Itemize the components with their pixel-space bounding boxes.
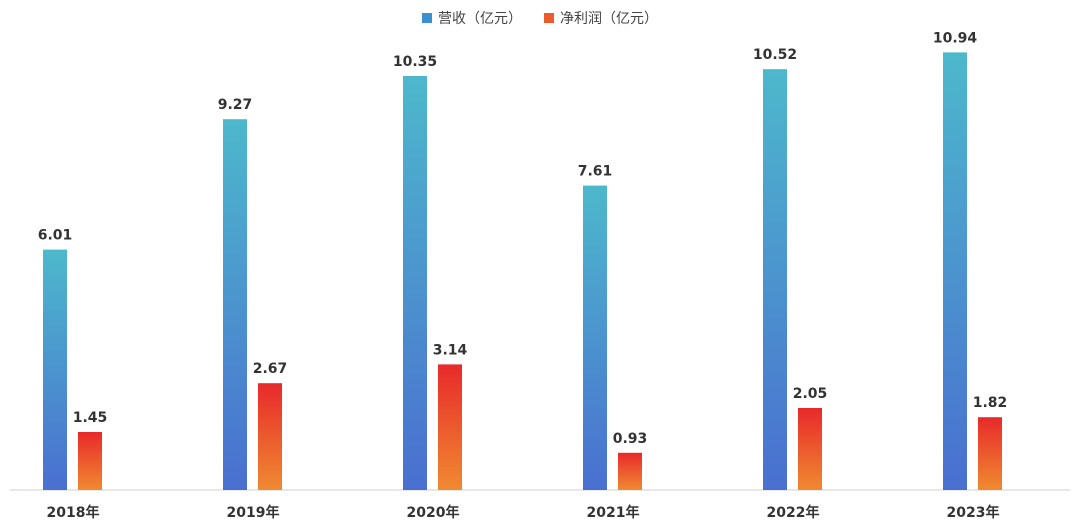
legend-item-revenue: 营收（亿元）: [422, 8, 522, 28]
x-tick-label-2022年: 2022年: [767, 504, 820, 521]
x-tick-label-2023年: 2023年: [947, 504, 1000, 521]
legend-swatch-revenue: [422, 13, 432, 23]
bar-revenue-2021年: [583, 185, 607, 490]
bar-revenue-2018年: [43, 249, 67, 490]
data-label-revenue-2019年: 9.27: [218, 97, 253, 113]
data-label-net-profit-2019年: 2.67: [253, 361, 288, 377]
x-tick-label-2019年: 2019年: [227, 504, 280, 521]
bar-revenue-2022年: [763, 69, 787, 490]
data-label-net-profit-2018年: 1.45: [73, 410, 108, 426]
data-label-net-profit-2020年: 3.14: [433, 342, 468, 358]
data-label-revenue-2020年: 10.35: [393, 54, 437, 70]
bar-revenue-2019年: [223, 119, 247, 490]
data-label-revenue-2018年: 6.01: [38, 228, 73, 244]
x-tick-label-2020年: 2020年: [407, 504, 460, 521]
data-label-revenue-2022年: 10.52: [753, 47, 797, 63]
legend-swatch-net-profit: [544, 13, 554, 23]
data-label-revenue-2023年: 10.94: [933, 30, 978, 46]
legend: 营收（亿元） 净利润（亿元）: [0, 8, 1080, 28]
data-label-net-profit-2022年: 2.05: [793, 386, 828, 402]
data-label-net-profit-2021年: 0.93: [613, 431, 648, 447]
data-label-revenue-2021年: 7.61: [578, 164, 613, 180]
bar-revenue-2020年: [403, 76, 427, 490]
data-label-net-profit-2023年: 1.82: [973, 395, 1008, 411]
bar-net-profit-2021年: [618, 452, 642, 490]
bar-net-profit-2023年: [978, 417, 1002, 490]
legend-item-net-profit: 净利润（亿元）: [544, 8, 658, 28]
x-tick-label-2021年: 2021年: [587, 504, 640, 521]
bar-net-profit-2022年: [798, 408, 822, 490]
bar-net-profit-2018年: [78, 432, 102, 490]
bar-net-profit-2019年: [258, 383, 282, 490]
x-tick-label-2018年: 2018年: [47, 504, 100, 521]
bar-net-profit-2020年: [438, 364, 462, 490]
legend-label-net-profit: 净利润（亿元）: [560, 11, 658, 27]
legend-label-revenue: 营收（亿元）: [438, 11, 522, 27]
bar-revenue-2023年: [943, 52, 967, 491]
